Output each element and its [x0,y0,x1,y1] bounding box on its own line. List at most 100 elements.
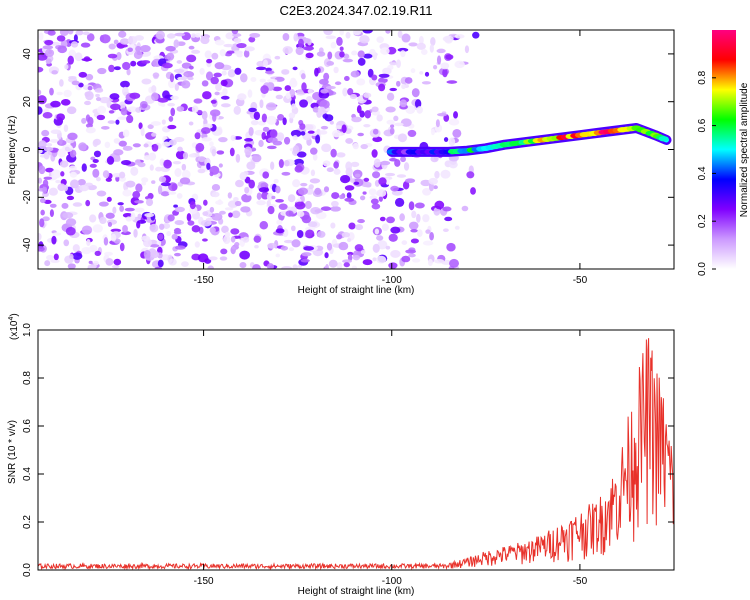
heatmap-cell [285,92,291,99]
heatmap-cell [101,126,110,130]
heatmap-cell [464,45,470,54]
heatmap-cell [275,198,284,203]
heatmap-cell [385,106,396,113]
heatmap-cell [296,211,305,218]
heatmap-cell [127,47,133,53]
heatmap-cell [294,201,306,210]
heatmap-cell [414,99,422,109]
heatmap-cell [466,171,475,179]
heatmap-cell [97,67,107,75]
heatmap-cell [38,165,46,175]
heatmap-cell [87,116,94,126]
heatmap-cell [352,142,359,150]
heatmap-cell [215,200,224,205]
heatmap-cell [211,148,217,157]
heatmap-cell [65,218,77,227]
heatmap-cell [64,64,69,70]
heatmap-cell [376,114,383,122]
heatmap-cell [267,205,275,215]
heatmap-cell [376,255,387,264]
heatmap-cell [77,178,86,186]
heatmap-cell [69,253,74,260]
heatmap-cell [195,142,205,153]
heatmap-cell [188,65,194,70]
heatmap-cell [262,171,270,179]
heatmap-cell [442,35,454,43]
heatmap-cell [393,122,404,127]
heatmap-cell [320,125,329,130]
heatmap-cell [68,75,77,80]
heatmap-cell [258,187,270,193]
heatmap-cell [372,243,380,253]
heatmap-cell [267,263,274,269]
heatmap-cell [211,191,220,198]
heatmap-cell [108,64,115,73]
heatmap-cell [304,200,312,210]
heatmap-cell [38,95,47,105]
heatmap-cell [330,200,339,207]
heatmap-cell [261,113,268,123]
heatmap-cell [347,253,353,262]
heatmap-cell [448,137,456,147]
heatmap-cell [325,85,336,90]
heatmap-cell [122,225,128,233]
heatmap-cell [42,112,53,119]
heatmap-cell [124,207,135,212]
heatmap-cell [38,149,43,154]
heatmap-cell [427,258,433,266]
heatmap-cell [177,146,183,152]
y-tick-label-3: -20 [22,190,33,205]
heatmap-cell [215,82,222,92]
heatmap-cell [78,82,84,88]
heatmap-cell [43,176,53,180]
heatmap-cell [59,79,64,87]
heatmap-cell [281,171,291,176]
heatmap-cell [157,259,164,268]
y-tick-label-1: 20 [22,96,33,108]
snr-frame [37,329,675,571]
heatmap-cell [390,226,401,234]
heatmap-cell [108,110,115,114]
heatmap-cell [250,76,257,83]
heatmap-cell [400,118,412,127]
heatmap-cell [189,201,196,210]
heatmap-cell [448,118,460,126]
heatmap-panel: -150 -100 -50 40 20 0 -20 -40 Height of straig… [7,29,675,296]
heatmap-cell [343,53,350,59]
heatmap-cell [405,249,417,254]
heatmap-cell [52,232,62,236]
heatmap-cell [363,123,371,128]
heatmap-cell [197,156,206,163]
snr-x-label: Height of straight line (km) [298,586,415,597]
heatmap-cell [284,85,292,92]
heatmap-cell [206,58,213,64]
heatmap-cell [108,43,116,50]
heatmap-cell [38,32,44,41]
snr-x-axis: -150 -100 -50 [194,330,588,587]
heatmap-cell [386,119,395,125]
heatmap-cell [273,178,279,184]
heatmap-cell [343,262,350,268]
heatmap-cell [141,235,151,241]
heatmap-cell [85,199,91,207]
heatmap-cell [43,199,52,205]
heatmap-cell [42,185,48,195]
heatmap-cell [134,35,145,41]
heatmap-cell [336,234,343,240]
heatmap-cell [305,187,314,195]
heatmap-cell [374,228,380,235]
heatmap-cell [241,193,252,203]
heatmap-cell [135,183,143,193]
heatmap-cell [166,33,176,39]
heatmap-cell [173,204,178,208]
heatmap-cell [62,144,73,153]
heatmap-cell [385,30,391,34]
heatmap-cell [293,33,299,42]
heatmap-cell [107,221,113,227]
heatmap-cell [60,171,65,177]
heatmap-cell [362,259,373,266]
heatmap-cell [212,112,217,122]
heatmap-cell [402,181,410,190]
heatmap-cell [390,250,401,258]
heatmap-cell [300,73,306,80]
